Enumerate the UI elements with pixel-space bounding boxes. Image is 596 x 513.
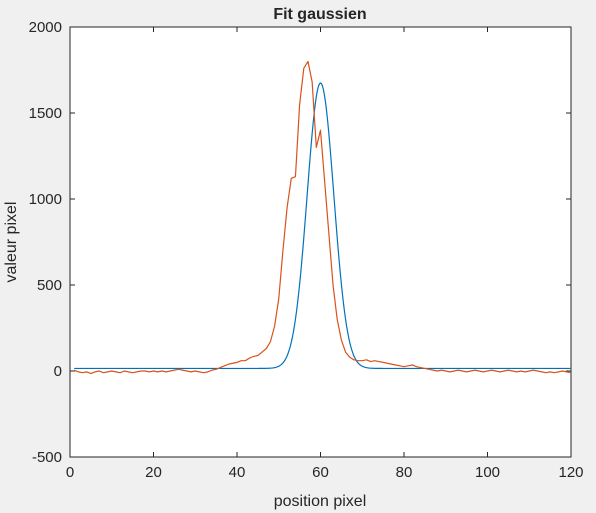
lines <box>73 60 572 375</box>
x-tick-label: 60 <box>312 464 329 481</box>
series-line-fit <box>74 82 571 370</box>
x-tick-label: 80 <box>396 464 413 481</box>
y-tick-label: 500 <box>37 277 62 294</box>
y-axis-title: valeur pixel <box>3 202 20 283</box>
y-tick-label: 2000 <box>29 19 62 36</box>
series-line-data <box>73 60 572 375</box>
y-tick-label: 1000 <box>29 191 62 208</box>
x-axis-title: position pixel <box>274 493 367 510</box>
plot-area <box>69 26 572 458</box>
x-tick-label: 100 <box>475 464 500 481</box>
x-tick-label: 20 <box>145 464 162 481</box>
x-tick-label: 120 <box>558 464 583 481</box>
x-tick-label: 40 <box>229 464 246 481</box>
y-tick-label: 0 <box>54 363 62 380</box>
x-tick-label: 0 <box>66 464 74 481</box>
chart-title: Fit gaussien <box>273 6 366 23</box>
y-tick-label: -500 <box>32 449 62 466</box>
y-tick-label: 1500 <box>29 105 62 122</box>
